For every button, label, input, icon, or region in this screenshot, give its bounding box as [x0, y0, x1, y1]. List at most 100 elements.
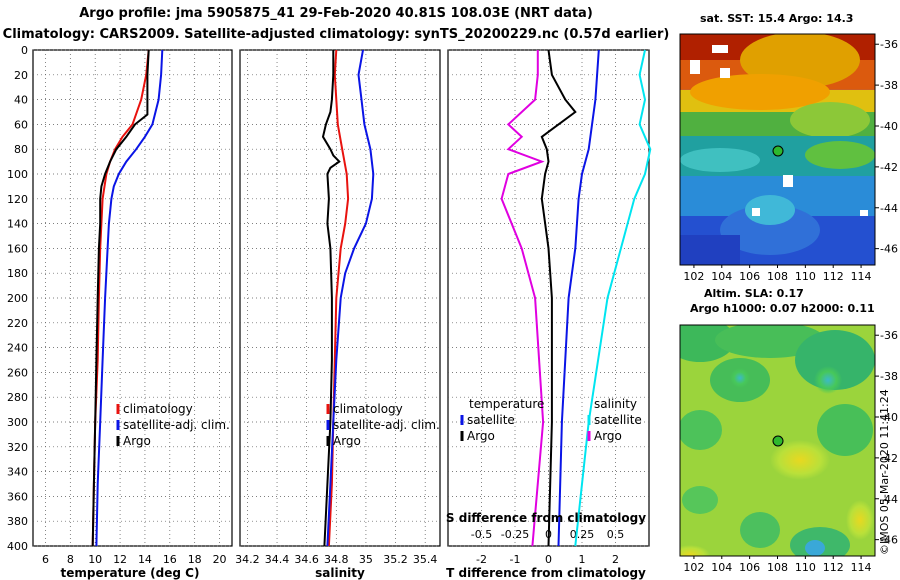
series-line — [326, 49, 375, 547]
title-line-1: Argo profile: jma 5905875_41 29-Feb-2020… — [79, 6, 593, 21]
legend-label: Argo — [594, 429, 622, 443]
depth-tick-label: 360 — [7, 490, 28, 503]
depth-tick-label: 320 — [7, 441, 28, 454]
depth-tick-label: 80 — [14, 143, 28, 156]
sst-map[interactable] — [680, 32, 875, 265]
series-line — [574, 49, 652, 547]
x-tick-label: 34.8 — [324, 553, 349, 566]
depth-tick-label: 60 — [14, 118, 28, 131]
depth-tick-label: 160 — [7, 242, 28, 255]
lon-tick-label: 114 — [851, 270, 872, 283]
lon-tick-label: 114 — [851, 561, 872, 574]
t-difference-axis-label: T difference from climatology — [446, 566, 646, 580]
lon-tick-label: 112 — [823, 270, 844, 283]
series-line — [557, 49, 600, 547]
x-tick-label: 0 — [545, 553, 552, 566]
lon-tick-label: 110 — [795, 270, 816, 283]
x-tick-label: 2 — [612, 553, 619, 566]
lat-tick-label: -42 — [880, 161, 898, 174]
legend-heading: salinity — [594, 397, 637, 411]
x-tick-label: -2 — [476, 553, 487, 566]
depth-tick-label: 340 — [7, 466, 28, 479]
depth-tick-label: 40 — [14, 94, 28, 107]
lon-tick-label: 102 — [683, 561, 704, 574]
lon-tick-label: 112 — [823, 561, 844, 574]
lat-tick-label: -38 — [880, 79, 898, 92]
lat-tick-label: -40 — [880, 411, 898, 424]
depth-tick-label: 380 — [7, 515, 28, 528]
x-tick-label: 18 — [188, 553, 202, 566]
x-tick-label: 34.2 — [235, 553, 260, 566]
x-tick-label: 12 — [113, 553, 127, 566]
lat-tick-label: -46 — [880, 243, 898, 256]
lon-tick-label: 108 — [767, 561, 788, 574]
x-tick-label: 35.2 — [383, 553, 408, 566]
lat-tick-label: -36 — [880, 329, 898, 342]
s-diff-tick-label: -0.5 — [471, 528, 492, 541]
depth-tick-label: 220 — [7, 317, 28, 330]
depth-tick-label: 300 — [7, 416, 28, 429]
legend-label: Argo — [123, 434, 151, 448]
s-diff-tick-label: 0.25 — [570, 528, 595, 541]
s-diff-tick-label: -0.25 — [501, 528, 529, 541]
depth-tick-label: 0 — [21, 44, 28, 57]
lat-tick-label: -38 — [880, 370, 898, 383]
sla-map[interactable] — [665, 318, 875, 565]
lon-tick-label: 102 — [683, 270, 704, 283]
legend-label: climatology — [123, 402, 193, 416]
depth-tick-label: 240 — [7, 342, 28, 355]
depth-tick-label: 280 — [7, 391, 28, 404]
lat-tick-label: -44 — [880, 493, 898, 506]
lon-tick-label: 106 — [739, 561, 760, 574]
depth-tick-label: 100 — [7, 168, 28, 181]
legend-label: satellite-adj. clim. — [333, 418, 440, 432]
depth-tick-label: 120 — [7, 193, 28, 206]
depth-tick-label: 400 — [7, 540, 28, 553]
legend-label: Argo — [467, 429, 495, 443]
x-tick-label: 6 — [42, 553, 49, 566]
x-tick-label: 14 — [138, 553, 152, 566]
legend-label: satellite-adj. clim. — [123, 418, 230, 432]
lat-tick-label: -42 — [880, 452, 898, 465]
x-tick-label: 16 — [163, 553, 177, 566]
series-line — [540, 49, 577, 547]
sst-argo-marker[interactable] — [772, 145, 784, 157]
legend-label: Argo — [333, 434, 361, 448]
lon-tick-label: 104 — [711, 270, 732, 283]
series-line — [321, 50, 341, 547]
depth-tick-label: 20 — [14, 69, 28, 82]
title-line-2: Climatology: CARS2009. Satellite-adjuste… — [2, 27, 670, 42]
x-tick-label: 34.4 — [265, 553, 290, 566]
lon-tick-label: 110 — [795, 561, 816, 574]
depth-tick-label: 200 — [7, 292, 28, 305]
depth-tick-label: 260 — [7, 366, 28, 379]
x-tick-label: 8 — [67, 553, 74, 566]
lat-tick-label: -44 — [880, 202, 898, 215]
argo-height-title: Argo h1000: 0.07 h2000: 0.11 — [690, 302, 875, 315]
x-tick-label: 10 — [88, 553, 102, 566]
x-tick-label: -1 — [510, 553, 521, 566]
sla-map-title: Altim. SLA: 0.17 — [704, 287, 804, 300]
x-tick-label: 1 — [579, 553, 586, 566]
legend-label: climatology — [333, 402, 403, 416]
x-tick-label: 35.4 — [413, 553, 438, 566]
legend-label: satellite — [467, 413, 515, 427]
sla-argo-marker[interactable] — [772, 435, 784, 447]
s-diff-tick-label: 0.5 — [607, 528, 625, 541]
x-tick-label: 20 — [213, 553, 227, 566]
x-tick-label: 35 — [359, 553, 373, 566]
salinity-axis-label: salinity — [315, 566, 365, 580]
s-difference-axis-label: S difference from climatology — [446, 511, 646, 525]
depth-tick-label: 180 — [7, 267, 28, 280]
lon-tick-label: 108 — [767, 270, 788, 283]
lat-tick-label: -36 — [880, 38, 898, 51]
legend-label: satellite — [594, 413, 642, 427]
x-tick-label: 34.6 — [294, 553, 319, 566]
temperature-axis-label: temperature (deg C) — [61, 566, 200, 580]
series-line — [500, 50, 545, 547]
depth-tick-label: 140 — [7, 218, 28, 231]
lat-tick-label: -40 — [880, 120, 898, 133]
lon-tick-label: 106 — [739, 270, 760, 283]
lat-tick-label: -46 — [880, 534, 898, 547]
